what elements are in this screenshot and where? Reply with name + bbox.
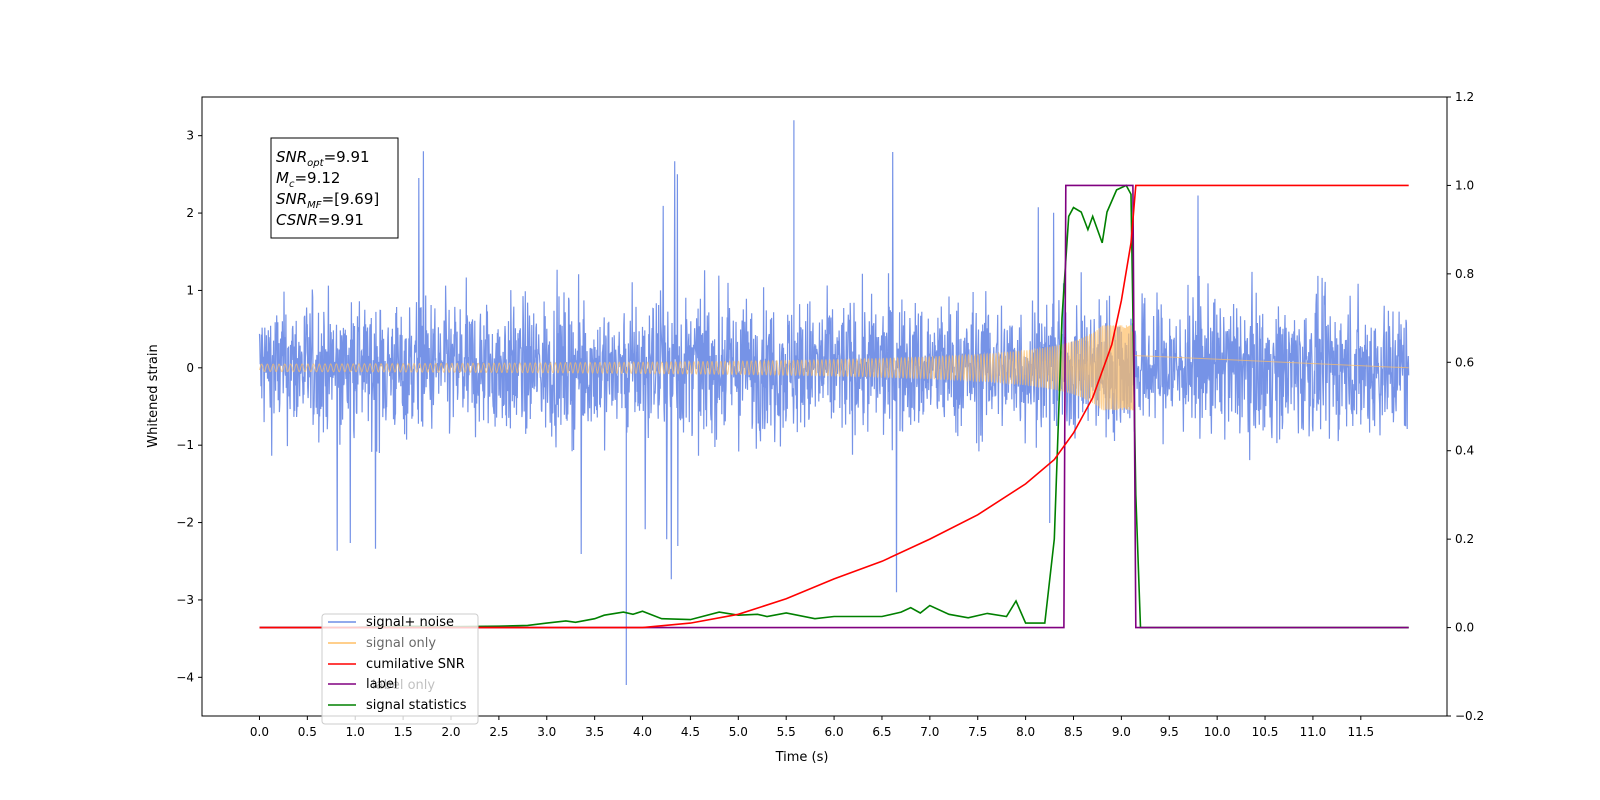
plot-frame — [201, 96, 1448, 717]
x-tick-label: 9.0 — [1112, 725, 1131, 739]
y-axis-label: Whitened strain — [146, 344, 161, 447]
x-tick-label: 11.5 — [1347, 725, 1374, 739]
x-tick-label: 4.5 — [681, 725, 700, 739]
legend-label: signal+ noise — [366, 615, 454, 630]
x-tick-label: 6.5 — [872, 725, 891, 739]
x-tick-label: 7.5 — [968, 725, 987, 739]
legend-label: label — [366, 677, 397, 692]
x-tick-label: 10.0 — [1204, 725, 1231, 739]
annotation-line: SNRopt=9.91 — [276, 148, 370, 169]
x-tick-label: 4.0 — [633, 725, 652, 739]
x-tick-label: 0.5 — [298, 725, 317, 739]
legend-label: signal statistics — [366, 698, 467, 713]
x-tick-label: 8.5 — [1064, 725, 1083, 739]
x-tick-label: 2.0 — [441, 725, 460, 739]
x-tick-label: 8.0 — [1016, 725, 1035, 739]
annotation-line: SNRMF=[9.69] — [276, 190, 379, 211]
x-tick-label: 2.5 — [489, 725, 508, 739]
y-left-tick-label: −2 — [176, 516, 194, 530]
annotation-line: Mc=9.12 — [276, 169, 340, 190]
y-left-tick-label: 1 — [186, 283, 194, 297]
x-tick-label: 3.0 — [537, 725, 556, 739]
series-signal-only-line — [259, 325, 1409, 411]
series-signal-noise-line — [258, 120, 1410, 686]
y-right-tick-label: 1.2 — [1455, 90, 1474, 104]
legend-label: label only — [372, 678, 435, 693]
y-left-tick-label: −3 — [176, 593, 194, 607]
y-left-tick-label: −4 — [176, 670, 194, 684]
x-tick-label: 11.0 — [1300, 725, 1327, 739]
y-left-tick-label: 2 — [186, 206, 194, 220]
legend: signal+ noise signal only cumilative SNR la… — [321, 613, 479, 725]
y-right-tick-label: 0.2 — [1455, 532, 1474, 546]
x-tick-label: 1.0 — [346, 725, 365, 739]
annotation-frame — [270, 137, 399, 239]
axes: 0.0 0.5 1.0 1.5 2.0 2.5 3.0 3.5 4.0 4.5 5.0 5.5 6.0 6… — [176, 90, 1484, 739]
legend-frame — [321, 613, 479, 725]
y-right-tick-label: 0.8 — [1455, 267, 1474, 281]
x-tick-label: 1.5 — [394, 725, 413, 739]
y-right-tick-label: −0.2 — [1455, 709, 1484, 723]
y-left-tick-label: −1 — [176, 438, 194, 452]
y-right-tick-label: 0.4 — [1455, 444, 1474, 458]
x-axis-label: Time (s) — [775, 750, 829, 765]
series-cumulative-snr-line — [259, 184, 1409, 629]
x-tick-label: 5.5 — [777, 725, 796, 739]
y-right-tick-label: 0.0 — [1455, 621, 1474, 635]
y-left-tick-label: 3 — [186, 129, 194, 143]
x-tick-label: 3.5 — [585, 725, 604, 739]
x-tick-label: 6.0 — [825, 725, 844, 739]
series-signal-statistics-line — [259, 184, 1409, 629]
y-left-tick-label: 0 — [186, 361, 194, 375]
plot-area — [258, 120, 1410, 686]
y-right-tick-label: 1.0 — [1455, 178, 1474, 192]
x-tick-label: 10.5 — [1252, 725, 1279, 739]
x-tick-label: 5.0 — [729, 725, 748, 739]
legend-label: cumilative SNR — [366, 657, 465, 672]
x-tick-label: 7.0 — [920, 725, 939, 739]
series-label-line — [259, 184, 1409, 629]
x-tick-label: 9.5 — [1160, 725, 1179, 739]
y-right-tick-label: 0.6 — [1455, 355, 1474, 369]
legend-label: signal only — [366, 636, 436, 651]
annotation-line: CSNR=9.91 — [276, 211, 364, 229]
x-tick-label: 0.0 — [250, 725, 269, 739]
